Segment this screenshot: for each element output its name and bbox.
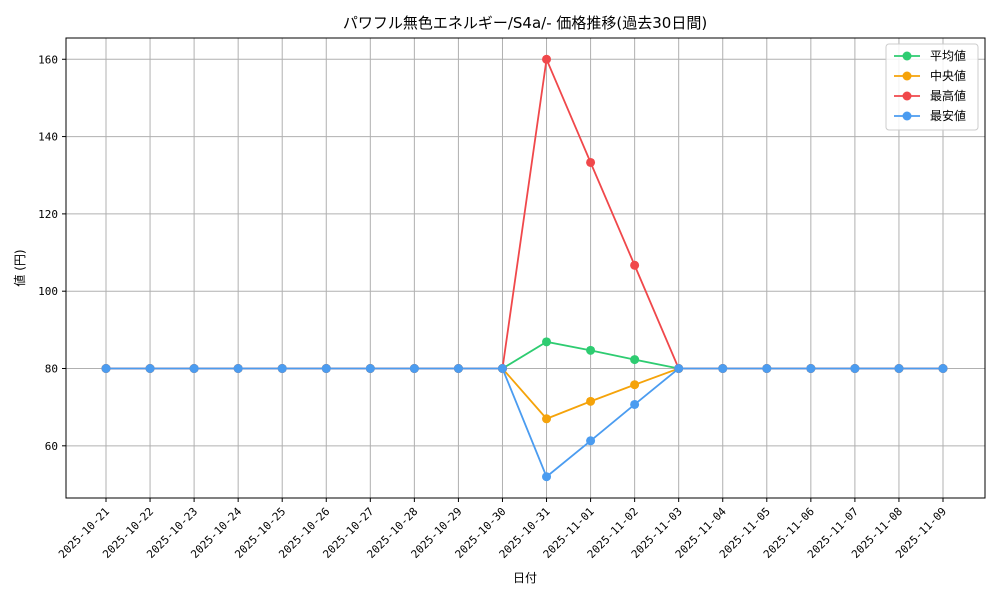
legend-item: 最安値 bbox=[894, 108, 966, 123]
data-point bbox=[586, 396, 596, 406]
data-point bbox=[497, 364, 507, 374]
legend-label: 最安値 bbox=[930, 108, 966, 123]
legend-label: 中央値 bbox=[930, 68, 966, 83]
data-point bbox=[542, 472, 552, 482]
legend-label: 平均値 bbox=[930, 48, 966, 63]
data-point bbox=[762, 364, 772, 374]
data-point bbox=[233, 364, 243, 374]
data-point bbox=[938, 364, 948, 374]
data-point bbox=[542, 54, 552, 64]
data-point bbox=[630, 260, 640, 270]
data-point bbox=[850, 364, 860, 374]
data-point bbox=[321, 364, 331, 374]
data-point bbox=[718, 364, 728, 374]
data-point bbox=[630, 355, 640, 365]
data-point bbox=[453, 364, 463, 374]
y-axis-ticks: 60 80 100 120 140 160 bbox=[38, 53, 66, 453]
data-point bbox=[189, 364, 199, 374]
y-tick-label: 100 bbox=[38, 285, 58, 298]
chart-title: パワフル無色エネルギー/S4a/- 価格推移(過去30日間) bbox=[343, 14, 707, 32]
legend-swatch-marker bbox=[902, 91, 912, 101]
data-point bbox=[586, 157, 596, 167]
legend-swatch-marker bbox=[902, 51, 912, 61]
legend-label: 最高値 bbox=[930, 88, 966, 103]
data-point bbox=[365, 364, 375, 374]
legend-box bbox=[885, 43, 979, 131]
data-point bbox=[542, 337, 552, 347]
data-point bbox=[145, 364, 155, 374]
y-tick-label: 140 bbox=[38, 131, 58, 144]
legend-swatch-marker bbox=[902, 71, 912, 81]
plot-frame bbox=[65, 37, 986, 499]
data-point bbox=[894, 364, 904, 374]
data-point bbox=[586, 345, 596, 355]
y-tick-label: 80 bbox=[45, 363, 58, 376]
data-point bbox=[586, 436, 596, 446]
series-layer bbox=[101, 54, 948, 482]
data-point bbox=[409, 364, 419, 374]
series-line bbox=[106, 367, 943, 479]
legend-swatch-marker bbox=[902, 111, 912, 121]
data-point bbox=[542, 414, 552, 424]
x-axis-title: 日付 bbox=[513, 571, 537, 585]
series-3 bbox=[101, 364, 948, 482]
data-point bbox=[674, 364, 684, 374]
legend-item: 平均値 bbox=[894, 48, 966, 63]
data-point bbox=[277, 364, 287, 374]
data-point bbox=[101, 364, 111, 374]
data-point bbox=[630, 380, 640, 390]
legend-item: 中央値 bbox=[894, 68, 966, 83]
data-point bbox=[806, 364, 816, 374]
y-axis-title: 値 (円) bbox=[12, 249, 27, 286]
y-tick-label: 160 bbox=[38, 53, 58, 66]
data-point bbox=[630, 399, 640, 409]
y-tick-label: 120 bbox=[38, 208, 58, 221]
legend-item: 最高値 bbox=[894, 88, 966, 103]
y-tick-label: 60 bbox=[45, 440, 58, 453]
